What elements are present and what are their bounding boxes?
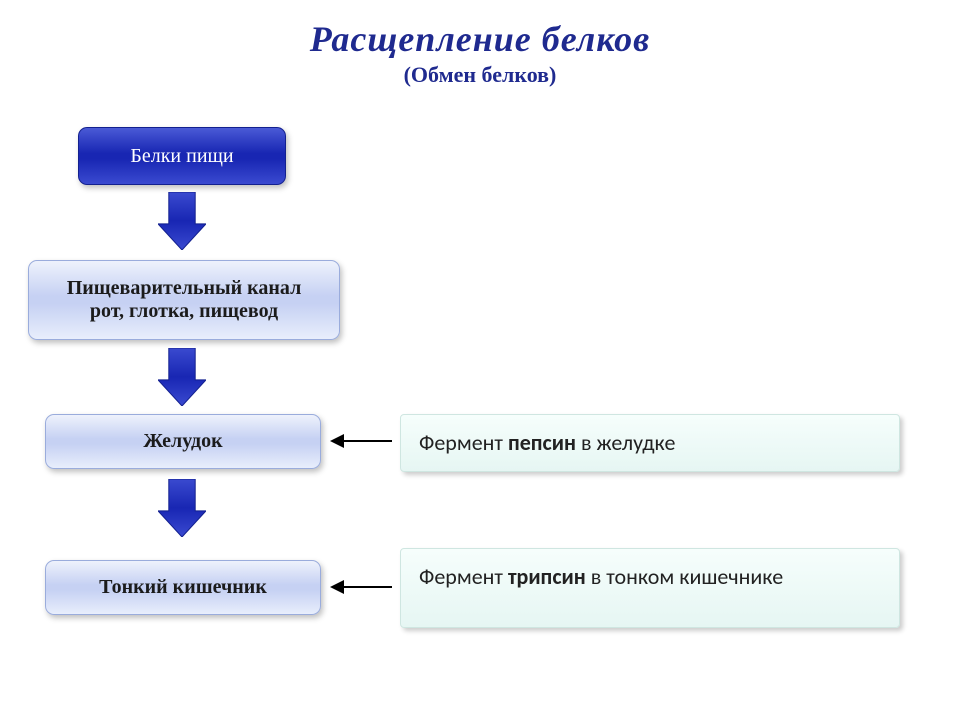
info-trypsin: Фермент трипсин в тонком кишечнике (400, 548, 900, 628)
arrow-down-icon (158, 479, 206, 537)
box-stomach: Желудок (45, 414, 321, 469)
box-proteins: Белки пищи (78, 127, 286, 185)
info-text-part: трипсин (508, 563, 586, 590)
arrow-down-icon (158, 192, 206, 250)
arrow-down-icon (158, 348, 206, 406)
info-text-part: пепсин (508, 429, 576, 456)
info-text-part: Фермент (419, 429, 508, 456)
main-title: Расщепление белков (0, 18, 960, 60)
arrow-left-icon (330, 428, 392, 459)
box-small-intestine: Тонкий кишечник (45, 560, 321, 615)
box-line: рот, глотка, пищевод (90, 300, 278, 323)
info-pepsin: Фермент пепсин в желудке (400, 414, 900, 472)
info-text-part: Фермент (419, 563, 508, 590)
info-text-part: в желудке (576, 429, 675, 456)
box-line: Пищеварительный канал (67, 277, 302, 300)
info-text-part: в тонком кишечнике (586, 563, 783, 590)
arrow-left-icon (330, 574, 392, 605)
subtitle: (Обмен белков) (0, 62, 960, 88)
box-digestive-canal: Пищеварительный каналрот, глотка, пищево… (28, 260, 340, 340)
